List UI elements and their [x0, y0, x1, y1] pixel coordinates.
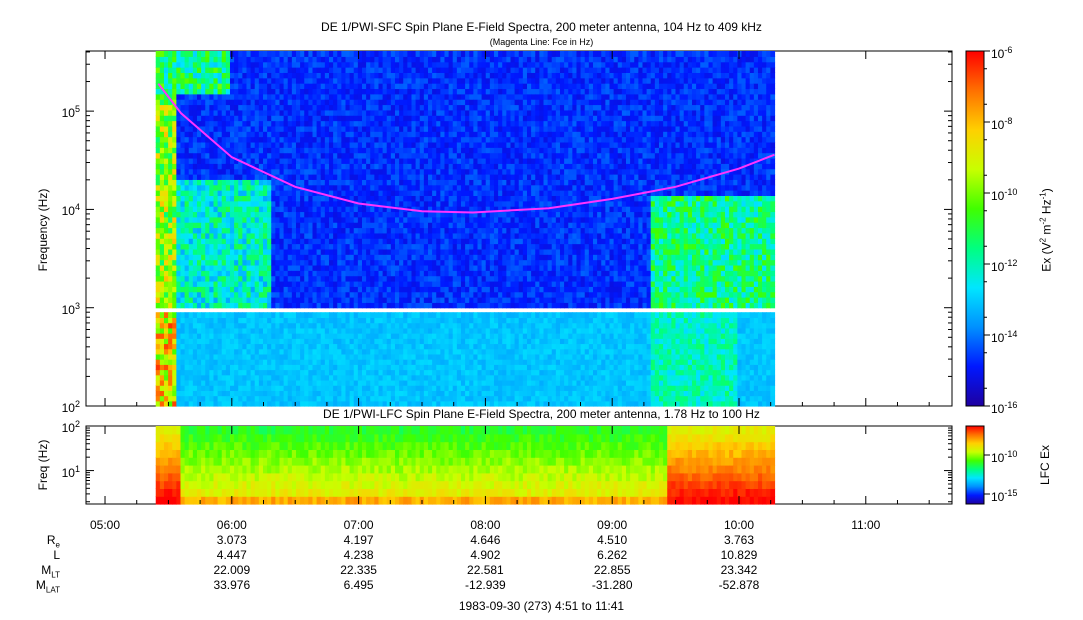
time-axis-ticks — [104, 51, 930, 504]
sfc-colorbar-ticks — [984, 50, 990, 407]
fce-line — [157, 83, 775, 214]
ephemeris-value: 10.829 — [720, 548, 758, 562]
lfc-y-tick-label: 102 — [61, 419, 80, 435]
sfc-title: DE 1/PWI-SFC Spin Plane E-Field Spectra,… — [321, 20, 762, 34]
ephemeris-value: 6.495 — [343, 578, 374, 592]
time-tick-label: 09:00 — [597, 518, 628, 532]
colorbar-tick-label: 10-16 — [991, 400, 1018, 416]
ephemeris-value: 22.009 — [213, 563, 251, 577]
ephemeris-value: 3.073 — [216, 533, 247, 547]
time-tick-label: 10:00 — [723, 518, 754, 532]
colorbar-tick-label: 10-14 — [991, 329, 1018, 345]
ephemeris-value: 33.976 — [213, 578, 251, 592]
lfc-y-tick-label: 101 — [61, 463, 80, 480]
time-tick-label: 08:00 — [470, 518, 501, 532]
lfc-colorbar-ticks — [984, 454, 990, 495]
time-tick-label: 07:00 — [343, 518, 374, 532]
ephemeris-value: 4.447 — [216, 548, 247, 562]
lfc-colorbar-tick-label: 10-10 — [991, 449, 1018, 465]
ephemeris-value: 22.335 — [340, 563, 377, 577]
sfc-y-tick-label: 103 — [61, 300, 80, 317]
ephemeris-value: 4.510 — [597, 533, 628, 547]
colorbar-tick-label: 10-12 — [991, 258, 1018, 274]
ephemeris-value: 4.238 — [343, 548, 374, 562]
lfc-colorbar — [965, 425, 985, 505]
sfc-heatmap — [155, 51, 776, 407]
sfc-subtitle: (Magenta Line: Fce in Hz) — [489, 37, 594, 47]
time-tick-label: 11:00 — [851, 518, 881, 532]
ephemeris-value: 22.855 — [593, 563, 631, 577]
ephemeris-row-label: L — [53, 548, 60, 562]
sfc-y-tick-label: 102 — [61, 399, 80, 415]
colorbar-tick-label: 10-6 — [991, 45, 1013, 61]
time-tick-label: 05:00 — [90, 518, 121, 532]
ephemeris-value: 4.197 — [343, 533, 374, 547]
ephemeris-value: 23.342 — [720, 563, 758, 577]
ephemeris-row-label: Re — [46, 533, 60, 550]
ephemeris-value: 4.902 — [470, 548, 501, 562]
ephemeris-value: 6.262 — [597, 548, 628, 562]
sfc-colorbar — [965, 50, 985, 407]
lfc-y-ticks — [86, 425, 952, 503]
ephemeris-value: 4.646 — [470, 533, 501, 547]
ephemeris-value: -52.878 — [718, 578, 760, 592]
lfc-title: DE 1/PWI-LFC Spin Plane E-Field Spectra,… — [323, 407, 760, 421]
ephemeris-value: -31.280 — [591, 578, 633, 592]
sfc-y-tick-label: 104 — [61, 202, 80, 219]
ephemeris-value: 22.581 — [467, 563, 504, 577]
ephemeris-row-label: MLT — [41, 563, 60, 580]
date-range: 1983-09-30 (273) 4:51 to 11:41 — [458, 599, 625, 613]
lfc-colorbar-tick-label: 10-15 — [991, 488, 1018, 504]
sfc-y-ticks — [86, 51, 952, 407]
ephemeris-value: -12.939 — [465, 578, 506, 592]
lfc-heatmap — [155, 426, 776, 505]
ephemeris-value: 3.763 — [723, 533, 754, 547]
time-tick-label: 06:00 — [216, 518, 247, 532]
colorbar-tick-label: 10-10 — [991, 187, 1018, 203]
colorbar-tick-label: 10-8 — [991, 116, 1013, 132]
ephemeris-row-label: MLAT — [35, 578, 60, 595]
sfc-y-tick-label: 105 — [61, 104, 80, 121]
